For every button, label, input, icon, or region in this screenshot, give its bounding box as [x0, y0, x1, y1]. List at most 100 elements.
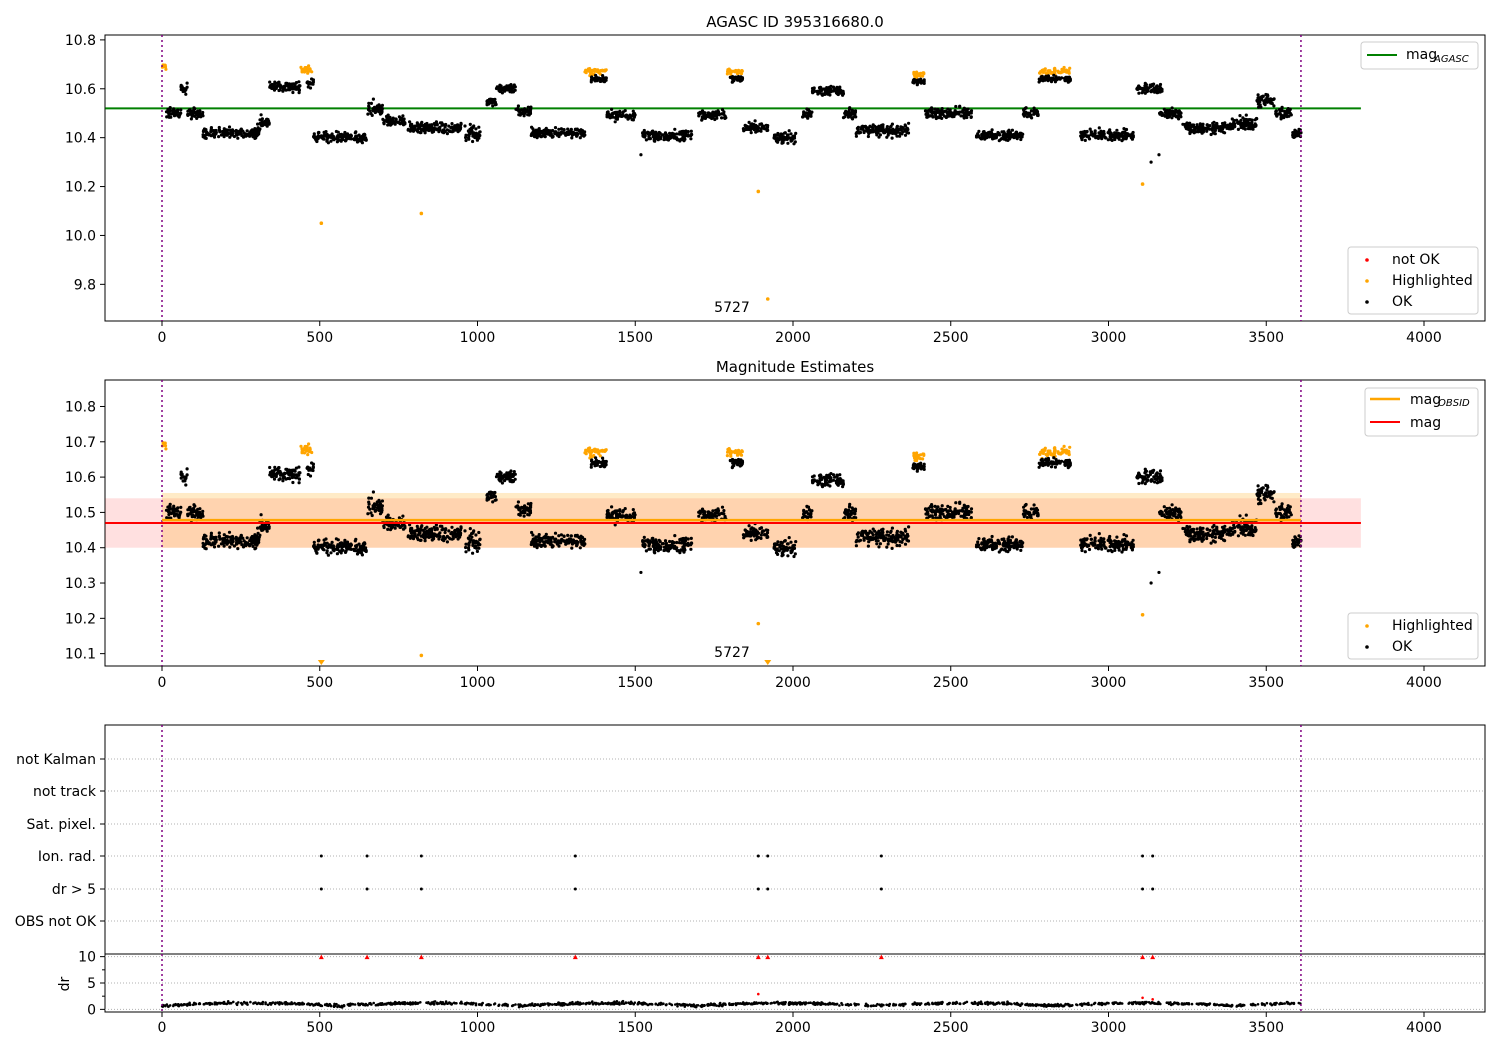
- ok-point: [1274, 109, 1278, 113]
- panel-agasc-title: AGASC ID 395316680.0: [706, 13, 884, 31]
- ok-point: [717, 512, 721, 516]
- ok-point: [511, 85, 515, 89]
- ok-point: [686, 537, 690, 541]
- ok-point: [438, 121, 442, 125]
- ok-point: [421, 534, 425, 538]
- ok-point: [1241, 121, 1245, 125]
- ok-point: [668, 131, 672, 135]
- ok-point: [559, 127, 564, 131]
- ok-point: [569, 131, 573, 135]
- ok-point: [268, 473, 272, 477]
- ok-point: [447, 529, 451, 533]
- ok-point: [403, 122, 407, 126]
- ok-point: [841, 93, 845, 97]
- ok-point: [367, 101, 371, 105]
- ok-point: [1257, 99, 1261, 103]
- ok-point: [1137, 86, 1142, 90]
- ok-point: [783, 131, 787, 135]
- ok-point: [329, 139, 333, 143]
- ok-point: [258, 533, 262, 537]
- highlighted-point: [732, 69, 736, 73]
- ok-point: [455, 528, 459, 532]
- highlighted-point: [584, 449, 588, 453]
- ok-point: [673, 127, 677, 131]
- ok-point: [731, 465, 735, 469]
- ok-point: [470, 535, 474, 539]
- ok-point: [295, 476, 299, 480]
- ok-point: [980, 137, 984, 141]
- ok-point: [231, 131, 235, 135]
- ok-point: [838, 473, 842, 477]
- ok-point: [1272, 104, 1276, 108]
- ok-point: [367, 104, 371, 108]
- ok-point: [663, 131, 668, 135]
- highlighted-point: [588, 450, 592, 454]
- ok-point: [648, 137, 653, 141]
- ok-point: [293, 469, 297, 473]
- ok-point: [895, 134, 899, 138]
- ok-point: [490, 100, 494, 104]
- ok-point: [400, 116, 404, 120]
- ok-point: [1121, 130, 1125, 134]
- ok-point: [344, 549, 348, 553]
- ok-point: [272, 477, 277, 481]
- ok-point: [959, 114, 963, 118]
- ok-point: [870, 125, 874, 129]
- ok-point: [338, 138, 342, 142]
- ok-point: [335, 136, 340, 140]
- ok-point: [850, 108, 854, 112]
- ok-point: [794, 131, 798, 135]
- ok-point: [1250, 118, 1254, 122]
- ok-point: [366, 112, 370, 116]
- ok-point: [167, 512, 171, 517]
- x-tick-label: 1500: [617, 330, 653, 346]
- ok-point: [182, 475, 186, 479]
- ok-point: [850, 117, 855, 121]
- ok-point: [632, 511, 637, 515]
- ok-point: [518, 113, 522, 117]
- ok-point: [491, 104, 495, 108]
- ok-point: [555, 133, 560, 137]
- ok-point: [774, 548, 778, 552]
- ok-point: [1197, 129, 1201, 133]
- ok-point: [867, 126, 871, 130]
- y-tick-label: 10.6: [65, 82, 96, 98]
- ok-point: [938, 110, 942, 114]
- ok-point: [288, 477, 292, 481]
- ok-point: [720, 116, 724, 120]
- ok-point: [657, 134, 661, 138]
- ok-point: [394, 117, 398, 121]
- ok-point: [447, 124, 451, 128]
- ok-point: [468, 527, 472, 531]
- ok-point: [308, 466, 312, 470]
- ok-point: [783, 539, 787, 543]
- ok-point: [936, 107, 940, 111]
- ok-point: [396, 120, 400, 124]
- highlighted-point: [1052, 71, 1056, 75]
- ok-point: [535, 546, 539, 550]
- ok-point: [778, 134, 782, 138]
- ok-point: [1163, 110, 1168, 114]
- ok-point: [252, 132, 256, 136]
- ok-point: [666, 549, 671, 553]
- panel-agasc-points: [160, 35, 1303, 321]
- highlighted-point: [595, 69, 599, 73]
- ok-point: [613, 120, 617, 124]
- ok-point: [566, 131, 570, 135]
- ok-point: [258, 127, 262, 131]
- ok-point: [297, 88, 301, 92]
- ok-point: [438, 531, 442, 535]
- ok-point: [412, 530, 416, 535]
- ok-point: [793, 552, 797, 556]
- ok-point: [185, 85, 189, 89]
- ok-point: [230, 129, 234, 133]
- ok-point: [236, 547, 240, 551]
- ok-point: [701, 509, 705, 514]
- highlighted-point: [588, 446, 592, 450]
- ok-point: [1007, 128, 1011, 132]
- panel-agasc-legend-top: mag AGASC: [1360, 41, 1479, 70]
- highlighted-point: [729, 72, 733, 76]
- x-tick-label: 3000: [1091, 330, 1127, 346]
- ok-point: [651, 544, 655, 549]
- ok-point: [785, 137, 789, 141]
